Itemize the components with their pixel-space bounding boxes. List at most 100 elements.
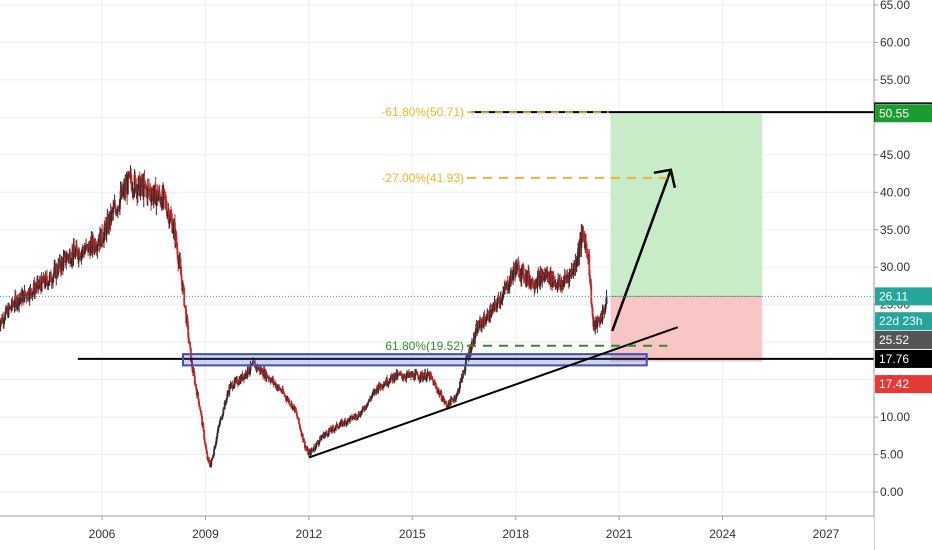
- candle-body: [425, 379, 428, 380]
- candle-body: [604, 307, 607, 313]
- candle-body: [356, 417, 359, 419]
- candle-body: [479, 319, 481, 328]
- price-tag-label: 17.76: [879, 352, 909, 366]
- candle-body: [563, 281, 566, 287]
- candle-body: [396, 373, 399, 378]
- candle-body: [295, 410, 298, 413]
- candle-body: [352, 416, 355, 419]
- candle-body: [547, 272, 550, 282]
- candle-body: [113, 207, 115, 209]
- candle-body: [441, 398, 444, 401]
- candle-body: [40, 276, 43, 292]
- candle-body: [312, 450, 315, 451]
- candlestick-series: [0, 165, 608, 468]
- candle-body: [503, 286, 506, 291]
- candle-body: [307, 449, 310, 455]
- candle-body: [193, 370, 196, 376]
- candle-body: [267, 377, 270, 379]
- candle-body: [69, 263, 72, 264]
- candle-body: [299, 425, 302, 430]
- candle-body: [282, 392, 285, 394]
- candle-body: [74, 250, 77, 257]
- candle-body: [448, 400, 451, 403]
- candle-body: [148, 187, 150, 192]
- candle-body: [283, 393, 286, 396]
- price-tag: [875, 375, 932, 394]
- candle-body: [105, 222, 108, 236]
- projection-arrow-shaft: [611, 169, 673, 332]
- candle-body: [314, 448, 317, 450]
- candle-body: [76, 249, 79, 257]
- time-axis-label: 2024: [709, 527, 736, 541]
- candle-body: [202, 424, 205, 430]
- candle-body: [117, 206, 120, 209]
- candle-body: [137, 177, 140, 189]
- candle-body: [184, 305, 187, 310]
- candle-body: [313, 446, 316, 449]
- candle-body: [564, 275, 567, 277]
- candle-body: [223, 402, 226, 410]
- candle-body: [305, 447, 308, 449]
- candle-body: [24, 290, 26, 295]
- price-tag-label: 22d 23h: [879, 314, 922, 328]
- candle-body: [175, 232, 178, 244]
- candle-body: [214, 444, 217, 449]
- candle-body: [345, 421, 348, 425]
- candle-body: [528, 271, 530, 284]
- candle-body: [585, 244, 588, 251]
- candle-body: [414, 373, 416, 380]
- candle-body: [522, 266, 525, 279]
- candle-body: [589, 275, 591, 283]
- candle-body: [449, 398, 452, 406]
- price-axis-label: 35.00: [880, 223, 910, 237]
- candle-body: [323, 434, 326, 438]
- candle-body: [502, 292, 505, 299]
- support-zone-box: [182, 353, 648, 367]
- candle-body: [32, 290, 34, 293]
- candle-body: [534, 285, 536, 289]
- candle-body: [163, 189, 166, 193]
- candle-body: [186, 317, 189, 325]
- candle-body: [424, 372, 427, 380]
- candle-body: [555, 282, 558, 286]
- candle-body: [203, 438, 206, 443]
- candle-body: [144, 184, 147, 189]
- candle-body: [229, 384, 232, 389]
- candle-body: [408, 372, 410, 376]
- candle-body: [117, 206, 119, 212]
- candle-body: [342, 421, 345, 424]
- candle-body: [436, 389, 439, 393]
- time-axis-label: 2012: [296, 527, 323, 541]
- candle-body: [393, 378, 396, 381]
- candle-body: [191, 368, 194, 373]
- candle-body: [474, 334, 477, 339]
- candle-body: [386, 378, 388, 385]
- candle-body: [52, 274, 55, 278]
- candle-body: [170, 214, 172, 218]
- price-axis-label: 5.00: [880, 448, 904, 462]
- candle-body: [155, 196, 158, 206]
- candle-body: [331, 426, 333, 432]
- time-axis-label: 2006: [89, 527, 116, 541]
- candle-body: [510, 270, 513, 276]
- candle-body: [30, 288, 32, 293]
- candle-body: [81, 251, 84, 253]
- candle-body: [439, 394, 442, 396]
- candle-body: [307, 453, 310, 455]
- candle-body: [156, 190, 159, 201]
- price-axis-label: 10.00: [880, 410, 910, 424]
- candle-body: [197, 392, 200, 399]
- time-axis-label: 2027: [813, 527, 840, 541]
- candle-body: [72, 245, 75, 260]
- candle-body: [580, 231, 583, 249]
- candle-body: [188, 341, 191, 343]
- price-tag-label: 26.11: [879, 289, 908, 303]
- candle-body: [215, 441, 217, 445]
- time-axis-label: 2018: [502, 527, 529, 541]
- candle-body: [217, 426, 220, 429]
- price-tag-label: 50.55: [879, 106, 909, 120]
- candle-body: [401, 375, 404, 379]
- candle-body: [506, 281, 509, 291]
- price-tag-label: 25.52: [879, 333, 909, 347]
